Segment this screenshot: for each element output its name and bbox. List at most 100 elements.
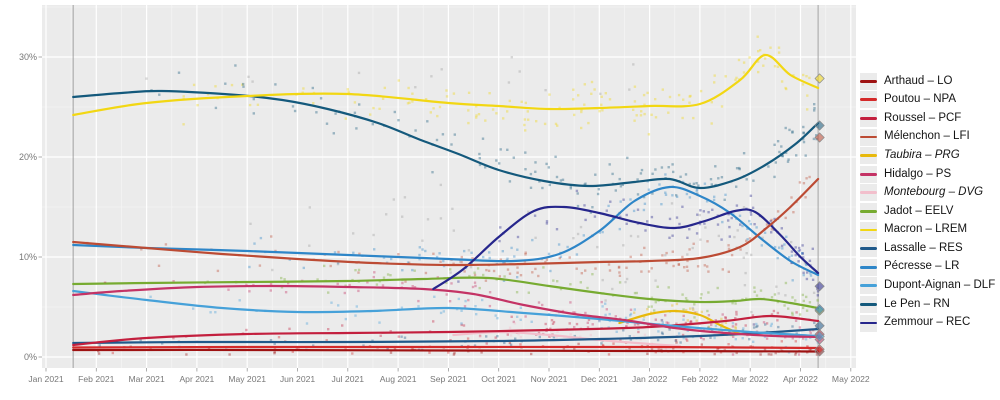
legend-item-label: Lassalle – RES — [884, 241, 963, 254]
legend-item-label: Arthaud – LO — [884, 74, 953, 87]
legend-item-taubira: Taubira – PRG — [860, 146, 995, 165]
trend-line-jadot — [72, 276, 820, 310]
legend-item-poutou: Poutou – NPA — [860, 91, 995, 110]
legend-item-lassalle: Lassalle – RES — [860, 239, 995, 258]
legend-color-line — [860, 210, 877, 213]
legend-item-label: Pécresse – LR — [884, 260, 960, 273]
legend-item-label: Roussel – PCF — [884, 111, 962, 124]
legend-color-line — [860, 303, 877, 306]
y-tick-label: 0% — [24, 352, 37, 362]
legend-color-line — [860, 284, 877, 288]
legend-item-arthaud: Arthaud – LO — [860, 72, 995, 91]
legend-key — [860, 314, 877, 332]
legend-item-label: Taubira – PRG — [884, 148, 960, 161]
legend-key — [860, 147, 877, 165]
result-diamond-zemmour — [814, 281, 825, 292]
x-tick-label: Oct 2021 — [481, 374, 516, 384]
legend-item-macron: Macron – LREM — [860, 221, 995, 240]
result-diamond-lassalle — [814, 320, 825, 331]
legend-item-dupont-aignan: Dupont-Aignan – DLF — [860, 277, 995, 296]
legend-item-label: Macron – LREM — [884, 223, 968, 236]
trend-lines — [72, 53, 820, 353]
legend-item-roussel: Roussel – PCF — [860, 109, 995, 128]
trend-line-poutou — [72, 345, 820, 350]
result-diamond-pcresse — [814, 304, 825, 315]
trend-line-mlenchon — [72, 177, 820, 267]
legend-item-zemmour: Zemmour – REC — [860, 314, 995, 333]
legend-key — [860, 184, 877, 202]
trend-line-hidalgo — [72, 284, 820, 339]
result-diamond-dupont-aignan — [814, 331, 825, 342]
legend-item-label: Poutou – NPA — [884, 93, 957, 106]
legend-color-line — [860, 79, 877, 83]
legend-item-label: Jadot – EELV — [884, 204, 954, 217]
x-tick-label: Jun 2021 — [280, 374, 316, 384]
legend-key — [860, 72, 877, 90]
trend-line-roussel — [72, 314, 820, 347]
x-tick-label: Dec 2021 — [581, 374, 618, 384]
legend-item-label: Mélenchon – LFI — [884, 130, 970, 143]
x-tick-label: Jul 2021 — [332, 374, 365, 384]
trend-line-pcresse — [72, 185, 820, 277]
legend-key — [860, 109, 877, 127]
result-markers — [814, 73, 825, 357]
legend: Arthaud – LO Poutou – NPA Roussel – PCF Mél… — [860, 72, 995, 332]
y-tick-label: 10% — [19, 252, 37, 262]
legend-item-label: Montebourg – DVG — [884, 186, 984, 199]
y-tick-label: 20% — [19, 152, 37, 162]
legend-item-label: Zemmour – REC — [884, 316, 971, 329]
legend-key — [860, 165, 877, 183]
legend-item-montebourg: Montebourg – DVG — [860, 184, 995, 203]
legend-key — [860, 240, 877, 258]
legend-color-line — [860, 154, 877, 158]
legend-item-le: Le Pen – RN — [860, 295, 995, 314]
trend-line-taubira — [618, 309, 742, 336]
legend-key — [860, 202, 877, 220]
x-tick-label: Apr 2021 — [179, 374, 214, 384]
result-diamond-macron — [814, 73, 825, 84]
legend-item-label: Le Pen – RN — [884, 297, 950, 310]
legend-item-label: Dupont-Aignan – DLF — [884, 279, 996, 292]
legend-item-mlenchon: Mélenchon – LFI — [860, 128, 995, 147]
y-axis: 0% 10% 20% 30% — [19, 52, 42, 362]
poll-scatter-points — [86, 35, 820, 356]
legend-color-line — [860, 135, 877, 139]
x-tick-label: Feb 2021 — [78, 374, 115, 384]
legend-item-jadot: Jadot – EELV — [860, 202, 995, 221]
legend-color-line — [860, 117, 877, 120]
legend-color-line — [860, 321, 877, 325]
x-tick-label: May 2021 — [228, 374, 266, 384]
trend-line-arthaud — [72, 348, 820, 353]
legend-color-line — [860, 228, 877, 232]
x-tick-label: Mar 2021 — [128, 374, 165, 384]
result-diamond-mlenchon — [814, 132, 825, 143]
x-tick-label: Feb 2022 — [682, 374, 719, 384]
x-tick-label: Apr 2022 — [783, 374, 818, 384]
legend-item-hidalgo: Hidalgo – PS — [860, 165, 995, 184]
result-diamond-poutou — [814, 344, 825, 355]
grid-major — [42, 5, 856, 368]
legend-item-label: Hidalgo – PS — [884, 167, 952, 180]
x-tick-label: Sep 2021 — [430, 374, 467, 384]
legend-key — [860, 91, 877, 109]
legend-key — [860, 277, 877, 295]
result-diamond-lepen — [814, 120, 825, 131]
x-tick-label: May 2022 — [832, 374, 870, 384]
legend-color-line — [860, 98, 877, 102]
trend-line-zemmour — [432, 205, 820, 291]
trend-line-macron — [72, 53, 820, 117]
x-axis: Jan 2021 Feb 2021 Mar 2021 Apr 2021 May 2021… — [28, 368, 870, 384]
x-tick-label: Nov 2021 — [531, 374, 568, 384]
x-tick-label: Jan 2022 — [632, 374, 668, 384]
trend-line-lepen — [72, 89, 820, 190]
legend-color-line — [860, 265, 877, 269]
y-tick-label: 30% — [19, 52, 37, 62]
legend-color-line — [860, 247, 877, 251]
legend-key — [860, 221, 877, 239]
legend-key — [860, 295, 877, 313]
x-tick-label: Mar 2022 — [732, 374, 769, 384]
legend-color-line — [860, 172, 877, 176]
legend-key — [860, 258, 877, 276]
